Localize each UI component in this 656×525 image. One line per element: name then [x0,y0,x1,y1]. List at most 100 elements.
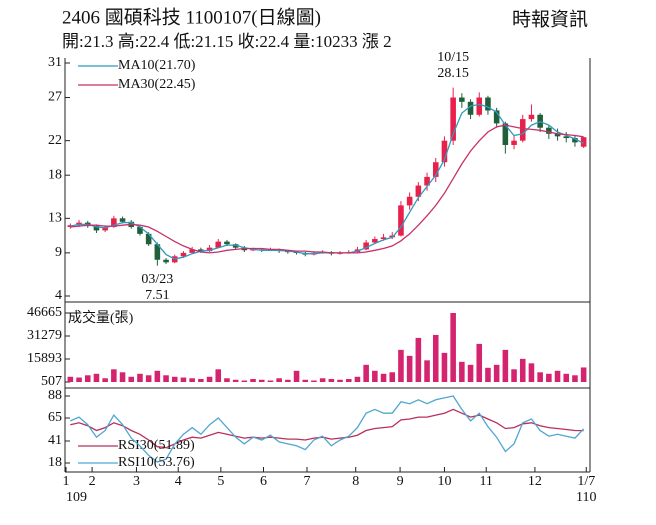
year-label: 109 [66,490,87,505]
volume-bar [432,334,439,382]
volume-bar [119,372,126,382]
legend-label: RSI10(53.76) [118,455,195,470]
volume-bar [163,375,169,382]
volume-bar [459,361,465,382]
candle-body [450,97,456,141]
x-tick-label: 2 [89,474,96,489]
year-label: 110 [576,490,596,505]
candle-body [572,138,578,143]
legend-label: MA30(22.45) [118,77,196,92]
volume-bar [285,379,291,382]
candle-body [154,244,161,260]
candle-body [467,101,474,115]
candle-body [415,185,422,197]
volume-bar [546,373,552,382]
volume-bar [189,378,195,382]
candle-body [511,140,517,145]
candle-body [119,218,126,222]
candle-body [380,237,387,240]
candle-body [424,176,430,186]
volume-bar [102,378,108,382]
volume-bar [293,370,300,382]
volume-bar [250,379,256,382]
candle-body [189,249,195,253]
candle-body [363,242,369,250]
y-tick-label: 9 [55,245,62,260]
candle-body [206,247,213,252]
volume-bar [76,377,82,382]
x-tick-label: 8 [352,474,359,489]
volume-bar [224,378,230,382]
y-tick-label: 46665 [27,305,62,320]
candle-body [398,205,404,236]
volume-bar [84,375,91,382]
y-tick-label: 507 [41,374,62,389]
x-tick-label: 10 [437,474,451,489]
volume-bar [450,313,456,382]
candle-body [459,97,465,102]
volume-bar [493,364,500,382]
volume-bar [319,378,326,382]
volume-bar [232,379,239,382]
candle-body [102,226,108,231]
candle-body [232,244,239,248]
volume-bar [337,379,343,382]
x-tick-label: 7 [303,474,310,489]
volume-bar [372,370,378,382]
volume-bar [519,358,526,382]
quote: 開:21.3 高:22.4 低:21.15 收:22.4 量:10233 漲 2 [62,32,392,51]
volume-bar [241,380,248,382]
candle-body [93,226,100,231]
source: 時報資訊 [512,8,588,30]
annotation: 7.51 [145,288,170,303]
volume-bar [267,380,274,382]
candle-body [215,241,222,248]
volume-bar [128,376,135,382]
y-tick-label: 31 [48,55,62,70]
x-tick-label: 6 [260,474,267,489]
rsi-line [70,395,585,463]
volume-bar [572,375,578,382]
volume-bar [302,379,309,382]
y-tick-label: 18 [48,455,62,470]
legend-label: RSI30(51.89) [118,438,195,453]
volume-bar [398,349,404,382]
ma-line [70,124,584,254]
volume-bar [180,377,187,382]
x-tick-label: 9 [397,474,404,489]
annotation: 03/23 [141,272,173,287]
candle-body [145,233,152,245]
volume-bar [198,379,204,382]
candle-body [485,97,491,111]
candle-body [198,249,204,252]
volume-bar [111,369,117,382]
x-tick-label: 4 [175,474,182,489]
x-tick-label: 11 [479,474,492,489]
candle-body [180,252,187,257]
volume-bar [563,373,570,382]
candle-body [554,133,561,137]
y-tick-label: 22 [48,133,62,148]
candle-body [111,218,117,227]
legend-label: 成交量(張) [68,309,134,326]
candle-body [493,110,500,124]
candle-body [528,114,535,120]
candle-body [441,140,448,163]
volume-bar [502,349,509,382]
y-tick-label: 15893 [27,351,62,366]
y-tick-label: 88 [48,388,62,403]
volume-bar [345,379,352,382]
x-tick-label: 1 [63,474,70,489]
volume-bar [363,364,369,382]
volume-bar [476,343,483,382]
volume-bar [154,370,161,382]
candle-body [163,259,169,263]
candle-body [224,241,230,245]
candle-body [563,136,570,139]
chart-title: 2406 國碩科技 1100107(日線圖) [62,6,321,28]
legend-label: MA10(21.70) [118,58,196,73]
candle-body [580,137,587,147]
volume-bar [528,363,535,382]
